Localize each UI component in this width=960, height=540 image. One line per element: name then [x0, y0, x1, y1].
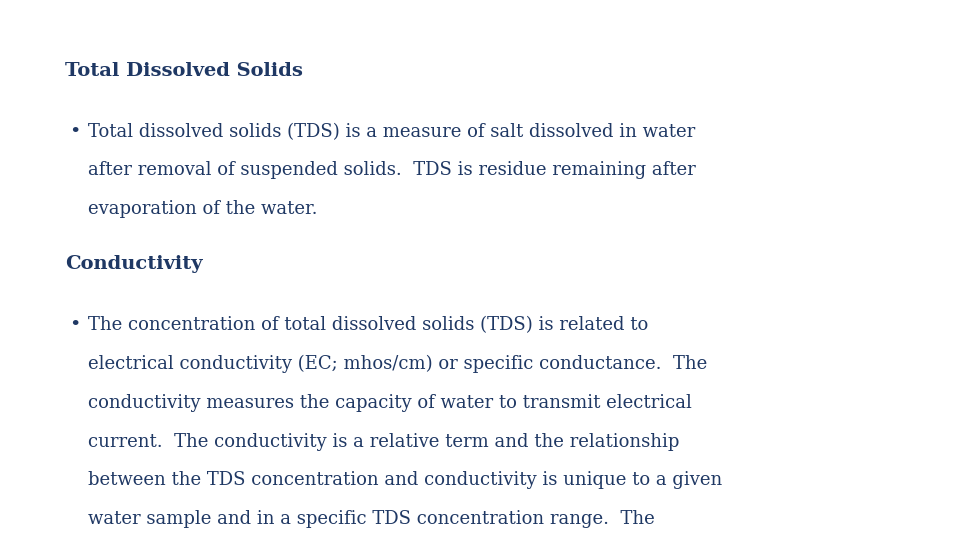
- Text: between the TDS concentration and conductivity is unique to a given: between the TDS concentration and conduc…: [88, 471, 723, 489]
- Text: •: •: [69, 316, 81, 334]
- Text: electrical conductivity (EC; mhos/cm) or specific conductance.  The: electrical conductivity (EC; mhos/cm) or…: [88, 355, 708, 373]
- Text: evaporation of the water.: evaporation of the water.: [88, 200, 318, 218]
- Text: after removal of suspended solids.  TDS is residue remaining after: after removal of suspended solids. TDS i…: [88, 161, 696, 179]
- Text: Total dissolved solids (TDS) is a measure of salt dissolved in water: Total dissolved solids (TDS) is a measur…: [88, 123, 696, 140]
- Text: Total Dissolved Solids: Total Dissolved Solids: [65, 62, 303, 80]
- Text: conductivity measures the capacity of water to transmit electrical: conductivity measures the capacity of wa…: [88, 394, 692, 411]
- Text: Conductivity: Conductivity: [65, 255, 203, 273]
- Text: water sample and in a specific TDS concentration range.  The: water sample and in a specific TDS conce…: [88, 510, 655, 528]
- Text: The concentration of total dissolved solids (TDS) is related to: The concentration of total dissolved sol…: [88, 316, 649, 334]
- Text: •: •: [69, 123, 81, 140]
- Text: current.  The conductivity is a relative term and the relationship: current. The conductivity is a relative …: [88, 433, 680, 450]
